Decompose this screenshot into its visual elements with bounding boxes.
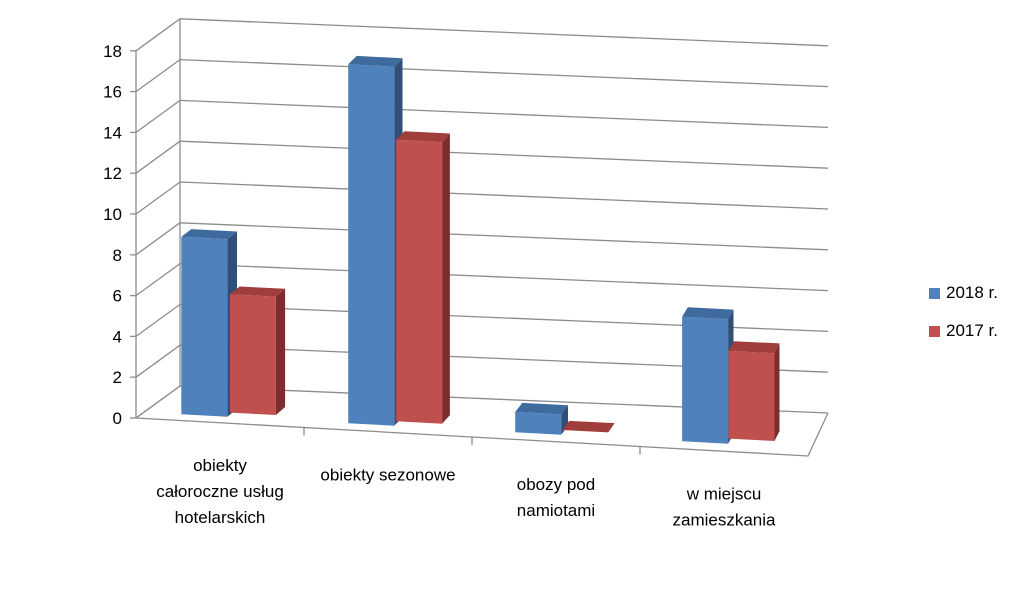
y-tick-label: 8: [113, 246, 122, 265]
bar-side: [275, 288, 286, 415]
x-tick-label: obiekty sezonowe: [320, 465, 455, 484]
legend-item-2017: 2017 r.: [929, 312, 998, 350]
gridline: [135, 140, 829, 174]
gridline: [135, 99, 829, 133]
bar-2-0: [515, 402, 568, 435]
y-tick-label: 10: [103, 205, 122, 224]
bar-1-1: [396, 131, 450, 424]
x-tick-label: obiekty: [193, 456, 247, 475]
y-tick-label: 6: [113, 287, 122, 306]
floor-edge: [135, 385, 181, 419]
gridline: [135, 58, 829, 93]
gridline: [135, 344, 829, 378]
y-tick-label: 16: [103, 83, 122, 102]
bar-top: [396, 131, 450, 143]
bar-front: [682, 316, 729, 444]
bar-front: [396, 139, 443, 424]
gridline: [135, 18, 829, 52]
bars: [181, 55, 780, 444]
bar-1-0: [348, 55, 403, 426]
x-tick-label: hotelarskich: [175, 508, 266, 527]
x-tick-label: całoroczne usług: [156, 482, 284, 501]
gridline: [135, 262, 829, 297]
bar-3-0: [682, 307, 734, 444]
legend-swatch-2017: [929, 325, 940, 337]
bar-front: [348, 64, 395, 426]
y-tick-label: 12: [103, 164, 122, 183]
bar-3-1: [728, 341, 780, 441]
bar-front: [515, 411, 562, 435]
x-axis-labels: obiekty całoroczne usług hotelarskich obiek…: [156, 456, 776, 530]
bar-front: [728, 350, 775, 441]
bar-top: [181, 229, 237, 240]
bar-top: [728, 341, 780, 354]
legend-label-2018: 2018 r.: [946, 283, 998, 302]
x-axis-line: [135, 412, 829, 457]
bar-front: [230, 294, 276, 415]
x-tick-label: w miejscu: [686, 484, 762, 503]
x-tick-label: obozy pod: [517, 475, 595, 494]
y-tick-label: 14: [103, 123, 122, 142]
bar-top: [230, 286, 286, 297]
bar-top: [562, 420, 615, 433]
bar-side: [774, 343, 780, 441]
y-tick-label: 0: [113, 409, 122, 428]
gridline: [135, 303, 829, 337]
y-tick-label: 2: [113, 368, 122, 387]
x-tick-label: zamieszkania: [673, 510, 777, 529]
bar-top: [348, 55, 403, 67]
bar-front: [181, 236, 228, 417]
gridline: [135, 222, 829, 256]
y-tick-label: 4: [113, 327, 122, 346]
bar-0-1: [230, 286, 286, 415]
axes: [135, 50, 829, 457]
y-tick-label: 18: [103, 42, 122, 61]
legend-item-2018: 2018 r.: [929, 274, 998, 312]
bar-2-1: [562, 420, 615, 433]
bar-top: [515, 402, 568, 415]
bar-side: [442, 133, 450, 424]
legend-label-2017: 2017 r.: [946, 321, 998, 340]
gridline: [135, 181, 829, 215]
x-tick-label: namiotami: [517, 501, 595, 520]
legend-swatch-2018: [929, 287, 940, 299]
legend: 2018 r. 2017 r.: [929, 274, 998, 350]
bar-0-0: [181, 229, 237, 417]
bar-top: [682, 307, 734, 320]
y-axis-ticks: 0 2 4 6 8 10 12 14 16 18: [103, 42, 136, 428]
